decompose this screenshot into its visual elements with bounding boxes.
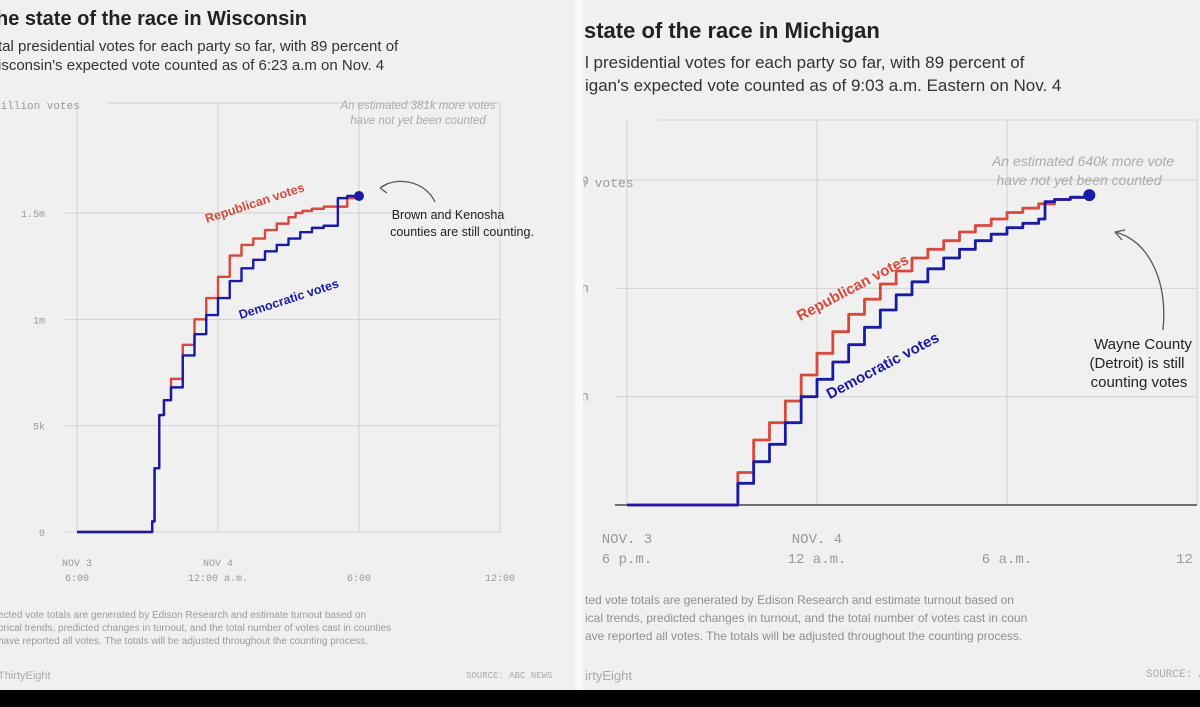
x-tick-label-line-1: NOV. 3 [602,532,652,548]
callout-line-2: counties are still counting. [390,225,534,239]
republican-votes-line [627,195,1091,507]
y-tick-label: n [583,390,589,406]
estimate-note-line-2: have not yet been counted [996,172,1162,188]
x-tick-label-line-2: 6 p.m. [602,552,652,568]
footnote-line-2: ical trends, predicted changes in turnou… [585,611,1028,625]
footnote-line-3: have reported all votes. The totals will… [0,636,369,647]
michigan-chart-svg: NOV. 36 p.m.NOV. 412 a.m.6 a.m.12 p.nnn … [583,119,1200,568]
x-tick-label-line-2: 6:00 [65,574,89,585]
estimate-note-line-1: An estimated 381k more votes [339,100,496,112]
latest-count-dot [354,190,364,201]
subtitle-line-1: l presidential votes for each party so f… [585,53,1025,72]
callout-line-1: Brown and Kenosha [392,208,505,222]
y-unit-label: million votes [0,101,80,113]
subtitle-line-2: isconsin's expected vote counted as of 6… [0,57,385,74]
y-tick-label: n [583,281,589,297]
source-label: SOURCE: ABC NEWS [466,671,553,681]
y-tick-label: 1.5m [21,210,45,221]
chart-title: he state of the race in Wisconsin [0,8,308,30]
callout-line-2: (Detroit) is still [1089,355,1184,372]
x-tick-label-line-2: 12 p. [1176,552,1200,568]
x-tick-label-line-1: NOV. 4 [792,532,842,548]
republican-series-label: Republican votes [203,181,306,226]
estimate-note-line-1: An estimated 640k more vote [991,153,1174,169]
footnote-line-1: ted vote totals are generated by Edison … [585,593,1014,607]
democratic-series-label: Democratic votes [824,329,942,403]
footnote-line-3: ave reported all votes. The totals will … [585,629,1023,643]
michigan-chart-panel: state of the race in Michigan l presiden… [583,0,1200,690]
brand-logo-text: ThirtyEight [0,670,51,682]
latest-count-dot [1083,189,1096,202]
y-tick-label: 1m [33,316,45,327]
callout-line-1: Wayne County [1094,336,1192,353]
y-unit-label: n votes [583,176,634,191]
wisconsin-chart-svg: NOV 3 6:00 NOV 4 12:00 a.m. 6:00 12:00 0 5k 1m 1.… [0,100,534,585]
callout-arrow [1114,231,1165,331]
brand-logo-text: irtyEight [585,668,632,683]
wisconsin-chart-panel: he state of the race in Wisconsin tal pr… [0,0,575,690]
democratic-series-label: Democratic votes [237,276,340,322]
callout-arrow-head [1114,229,1126,241]
x-tick-label-line-2: 6:00 [347,574,371,585]
subtitle-line-1: tal presidential votes for each party so… [0,38,399,55]
y-tick-label: 5k [33,422,45,434]
footnote-line-2: orical trends, predicted changes in turn… [0,623,392,634]
chart-title: state of the race in Michigan [584,18,880,43]
subtitle-line-2: igan's expected vote counted as of 9:03 … [585,76,1062,95]
x-tick-label-line-1: NOV 3 [62,559,92,570]
democratic-votes-line [627,195,1091,507]
x-tick-label-line-2: 12 a.m. [788,552,847,568]
x-tick-label-line-2: 12:00 a.m. [188,574,248,585]
democratic-votes-line [77,194,359,534]
y-tick-label: 0 [39,529,45,540]
y-tick-label: n [583,173,589,189]
callout-line-3: counting votes [1091,374,1188,391]
estimate-note-line-2: have not yet been counted [350,115,486,127]
x-tick-label-line-1: NOV 4 [203,559,233,570]
source-label: SOURCE: A [1146,669,1200,681]
x-tick-label-line-2: 12:00 [485,574,515,585]
x-tick-label-line-2: 6 a.m. [982,552,1032,568]
callout-arrow-head [379,182,390,194]
footnote-line-1: ected vote totals are generated by Ediso… [0,610,367,621]
screen-bottom-bar [0,690,1200,707]
callout-arrow [379,180,436,203]
panel-divider [575,0,583,690]
